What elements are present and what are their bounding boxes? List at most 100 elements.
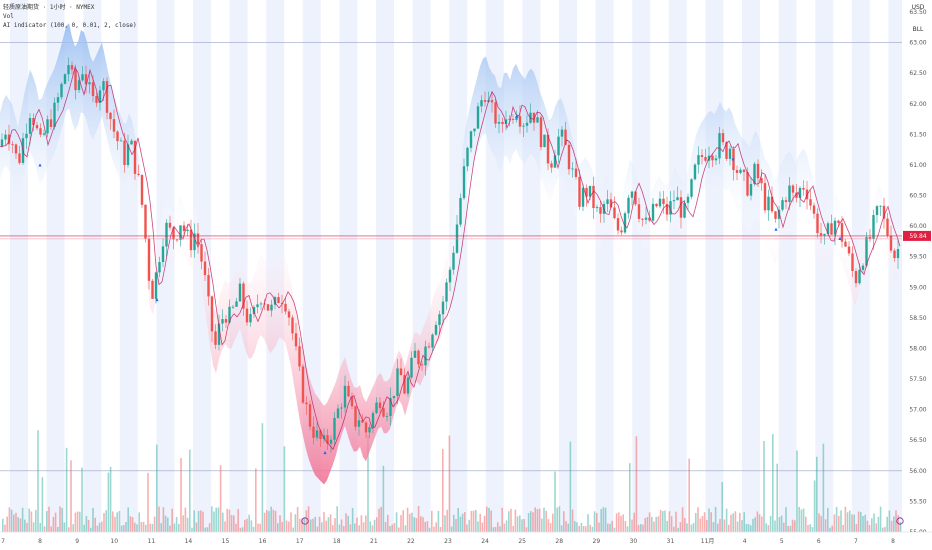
volume-bar [90, 527, 92, 532]
volume-bar [640, 523, 642, 532]
x-tick-label: 6 [817, 538, 821, 545]
candle-body [217, 323, 221, 345]
current-price-badge[interactable] [903, 230, 931, 241]
volume-bar [138, 512, 140, 532]
candle-body [186, 229, 189, 232]
volume-bar [373, 519, 376, 532]
volume-bar [307, 506, 310, 532]
event-marker-icon[interactable] [301, 517, 309, 525]
volume-bar [688, 458, 690, 532]
candle-body [214, 331, 217, 345]
volume-bar [24, 519, 26, 532]
volume-bar [697, 507, 699, 532]
candle-body [329, 439, 333, 444]
indicator-label[interactable]: AI indicator (100, 0, 0.01, 2, close) [3, 22, 137, 29]
volume-bar [849, 510, 851, 532]
y-tick-label: 60.50 [909, 193, 926, 200]
candle-body [361, 420, 364, 423]
candle-body [126, 144, 130, 165]
volume-bar [318, 516, 321, 532]
volume-bar [114, 516, 116, 532]
volume-bar [70, 460, 72, 532]
candle-body [161, 246, 165, 263]
volume-bar [494, 526, 497, 532]
candle-body [837, 220, 840, 224]
volume-bar [43, 526, 46, 532]
volume-bar [651, 516, 653, 532]
volume-bar [46, 511, 48, 532]
volume-bar [426, 521, 429, 532]
volume-bar [519, 515, 521, 532]
candle-body [130, 140, 133, 145]
volume-bar [428, 527, 431, 532]
volume-bar [266, 510, 268, 532]
volume-bar [736, 521, 739, 532]
candle-body [256, 304, 259, 308]
candle-body [518, 116, 522, 127]
candle-body [67, 65, 70, 75]
volume-bar [670, 516, 673, 532]
candle-body [413, 350, 417, 358]
candle-body [14, 144, 18, 154]
y-tick-label: 62.50 [909, 70, 926, 77]
volume-bar [723, 519, 726, 532]
volume-bar [74, 512, 77, 532]
session-shading [10, 0, 907, 532]
volume-bar [492, 527, 495, 532]
candle-body [536, 117, 539, 123]
candle-body [46, 119, 49, 134]
candle-body [385, 416, 389, 417]
volume-bar [83, 524, 85, 532]
candle-body [501, 121, 504, 124]
volume-bar [305, 510, 308, 532]
event-marker-icon[interactable] [896, 517, 904, 525]
volume-bar [763, 440, 765, 532]
session-band [705, 0, 724, 532]
symbol-title[interactable]: 轻质原油期货 · 1小时 · NYMEX [3, 4, 95, 11]
candle-body [658, 198, 662, 207]
volume-bar [615, 513, 618, 532]
signal-marker-icon [774, 227, 778, 231]
volume-bar [85, 515, 88, 532]
candle-body [91, 82, 95, 97]
volume-bar [743, 512, 745, 532]
volume-bar [635, 436, 638, 532]
x-tick-label: 8 [38, 538, 42, 545]
x-tick-label: 22 [407, 538, 415, 545]
y-tick-label: 55.50 [909, 498, 926, 505]
session-band [632, 0, 651, 532]
ai-band [0, 23, 900, 485]
volume-bar [541, 518, 543, 532]
candle-body [84, 74, 88, 85]
candles [0, 57, 900, 453]
candle-body [70, 65, 74, 70]
candle-body [266, 304, 270, 311]
volume-bar [59, 506, 61, 532]
candle-body [693, 164, 697, 180]
candle-body [648, 217, 651, 221]
signal-marker-icon [38, 163, 42, 167]
candle-body [690, 179, 693, 197]
volume-bar [175, 517, 178, 532]
candle-body [228, 306, 231, 323]
candle-body [448, 269, 452, 283]
volume-label[interactable]: Vol [3, 13, 14, 20]
candle-body [424, 346, 427, 366]
candle-body [343, 385, 347, 408]
volume-bar [574, 521, 576, 532]
volume-bar [173, 523, 176, 532]
volume-bar [149, 523, 151, 532]
volume-bar [800, 509, 803, 532]
x-tick-label: 14 [185, 538, 193, 545]
volume-bar [65, 447, 68, 532]
candle-body [623, 213, 627, 233]
candle-body [189, 229, 193, 251]
x-tick-label: 31 [667, 538, 675, 545]
candle-body [172, 227, 175, 240]
volume-bar [728, 524, 730, 532]
candle-body [770, 196, 774, 212]
volume-bar [167, 517, 169, 532]
candle-body [25, 133, 28, 139]
volume-bar [169, 525, 171, 532]
